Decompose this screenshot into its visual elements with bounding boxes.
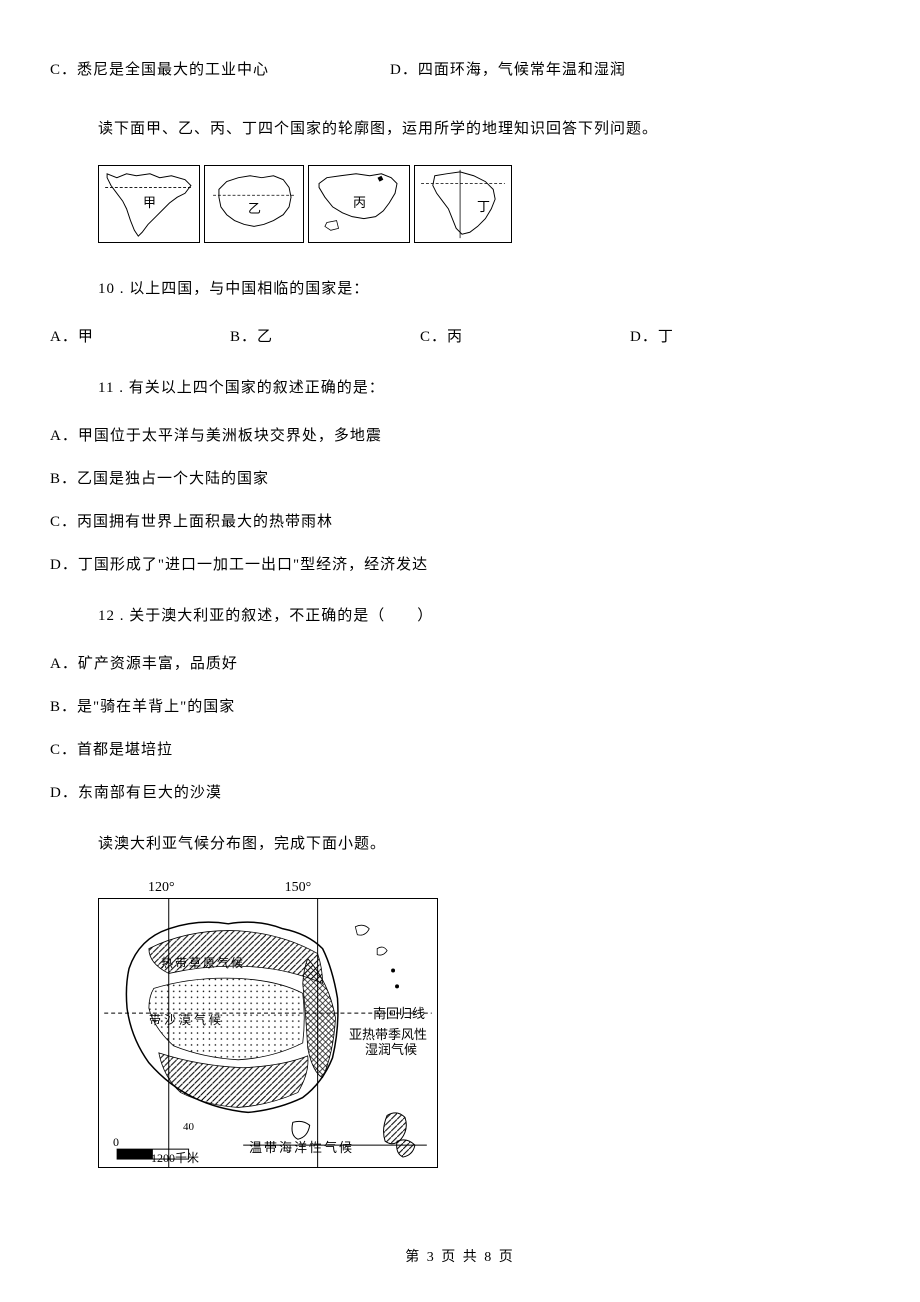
country-maps-row: 甲 乙 丙 丁 (50, 165, 870, 243)
q11-option-b: B．乙国是独占一个大陆的国家 (50, 467, 870, 488)
q12-option-b: B．是"骑在羊背上"的国家 (50, 695, 870, 716)
australia-climate-map: 南回归线 亚热带季风性 湿润气候 带沙漠气候 热带草原气候 温带海洋性气候 0 … (98, 898, 438, 1168)
map-label-ding: 丁 (477, 196, 490, 215)
q12-option-d: D．东南部有巨大的沙漠 (50, 781, 870, 802)
map-label-jia: 甲 (143, 192, 156, 211)
map-box-yi: 乙 (204, 165, 304, 243)
q11-stem: 11 . 有关以上四个国家的叙述正确的是： (50, 376, 870, 400)
q10-option-d: D．丁 (630, 325, 674, 346)
map-box-ding: 丁 (414, 165, 512, 243)
label-temperate: 温带海洋性气候 (249, 1137, 354, 1156)
label-humid: 湿润气候 (365, 1039, 417, 1058)
maps-prompt: 读下面甲、乙、丙、丁四个国家的轮廓图，运用所学的地理知识回答下列问题。 (50, 117, 870, 141)
label-scale-0: 0 (113, 1135, 119, 1150)
australia-map-wrap: 120° 150° (50, 880, 870, 1168)
label-grassland: 热带草原气候 (161, 954, 245, 971)
q10-option-a: A．甲 (50, 325, 230, 346)
label-lat-40: 40 (183, 1121, 194, 1133)
q11-option-c: C．丙国拥有世界上面积最大的热带雨林 (50, 510, 870, 531)
map-label-bing: 丙 (353, 192, 366, 211)
label-scale-km: 1200千米 (151, 1149, 199, 1166)
australia-longitude-row: 120° 150° (98, 880, 870, 896)
q10-options-row: A．甲 B．乙 C．丙 D．丁 (50, 325, 870, 346)
top-option-d: D．四面环海，气候常年温和湿润 (390, 58, 870, 79)
map-label-yi: 乙 (248, 198, 261, 217)
q10-option-c: C．丙 (420, 325, 630, 346)
q12-option-c: C．首都是堪培拉 (50, 738, 870, 759)
q11-option-a: A．甲国位于太平洋与美洲板块交界处，多地震 (50, 424, 870, 445)
label-tropic: 南回归线 (373, 1003, 425, 1022)
q12-option-a: A．矿产资源丰富，品质好 (50, 652, 870, 673)
map-box-jia: 甲 (98, 165, 200, 243)
label-desert: 带沙漠气候 (149, 1011, 224, 1028)
q11-option-d: D．丁国形成了"进口一加工一出口"型经济，经济发达 (50, 553, 870, 574)
q10-option-b: B．乙 (230, 325, 420, 346)
map-brazil-icon (415, 166, 511, 242)
top-options-row: C．悉尼是全国最大的工业中心 D．四面环海，气候常年温和湿润 (50, 58, 870, 79)
long-150: 150° (285, 880, 312, 896)
long-120: 120° (148, 880, 175, 896)
australia-prompt: 读澳大利亚气候分布图，完成下面小题。 (50, 832, 870, 856)
q12-stem: 12 . 关于澳大利亚的叙述，不正确的是（ ） (50, 604, 870, 628)
top-option-c: C．悉尼是全国最大的工业中心 (50, 58, 390, 79)
page-footer: 第 3 页 共 8 页 (0, 1246, 920, 1266)
map-box-bing: 丙 (308, 165, 410, 243)
q10-stem: 10 . 以上四国，与中国相临的国家是： (50, 277, 870, 301)
